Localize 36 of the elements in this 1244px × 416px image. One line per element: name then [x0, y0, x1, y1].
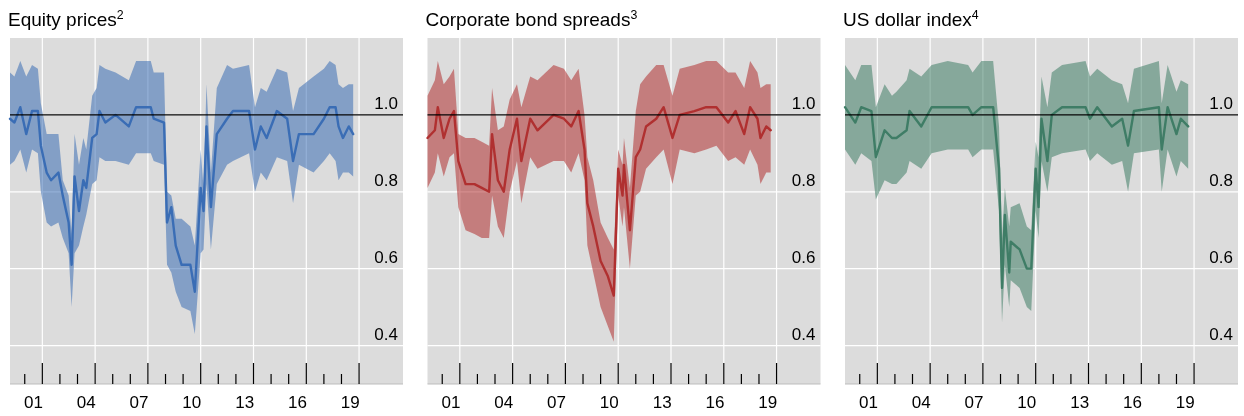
- y-tick-label: 0.4: [1209, 324, 1233, 344]
- y-tick-label: 0.4: [374, 324, 398, 344]
- x-tick-label: 07: [547, 393, 566, 412]
- x-tick-label: 01: [859, 393, 878, 412]
- x-tick-label: 13: [652, 393, 672, 412]
- chart-title: Equity prices$^{2}$: [8, 8, 124, 30]
- x-tick-label: 10: [182, 393, 202, 412]
- x-tick-label: 10: [599, 393, 619, 412]
- y-tick-label: 0.4: [791, 324, 816, 344]
- y-tick-label: 1.0: [374, 93, 398, 113]
- y-tick-label: 1.0: [791, 93, 816, 113]
- x-tick-label: 13: [235, 393, 255, 412]
- y-tick-label: 0.8: [374, 170, 398, 190]
- x-tick-label: 07: [964, 393, 984, 412]
- y-tick-label: 0.8: [1209, 170, 1233, 190]
- x-tick-label: 16: [287, 393, 307, 412]
- chart-title: US dollar index$^{4}$: [843, 8, 979, 30]
- x-tick-label: 19: [758, 393, 778, 412]
- x-tick-label: 13: [1070, 393, 1090, 412]
- chart-title: Corporate bond spreads$^{3}$: [425, 8, 638, 30]
- y-tick-label: 0.6: [1209, 247, 1233, 267]
- x-tick-label: 16: [1122, 393, 1142, 412]
- x-tick-label: 19: [340, 393, 360, 412]
- y-tick-label: 1.0: [1209, 93, 1233, 113]
- y-tick-label: 0.8: [791, 170, 816, 190]
- x-tick-label: 04: [76, 393, 96, 412]
- x-tick-label: 01: [24, 393, 43, 412]
- x-tick-label: 10: [1017, 393, 1037, 412]
- x-tick-label: 16: [705, 393, 725, 412]
- x-tick-label: 19: [1175, 393, 1195, 412]
- y-tick-label: 0.6: [374, 247, 398, 267]
- x-tick-label: 04: [911, 393, 931, 412]
- y-tick-label: 0.6: [791, 247, 816, 267]
- x-tick-label: 01: [441, 393, 461, 412]
- x-tick-label: 07: [129, 393, 149, 412]
- x-tick-label: 04: [494, 393, 514, 412]
